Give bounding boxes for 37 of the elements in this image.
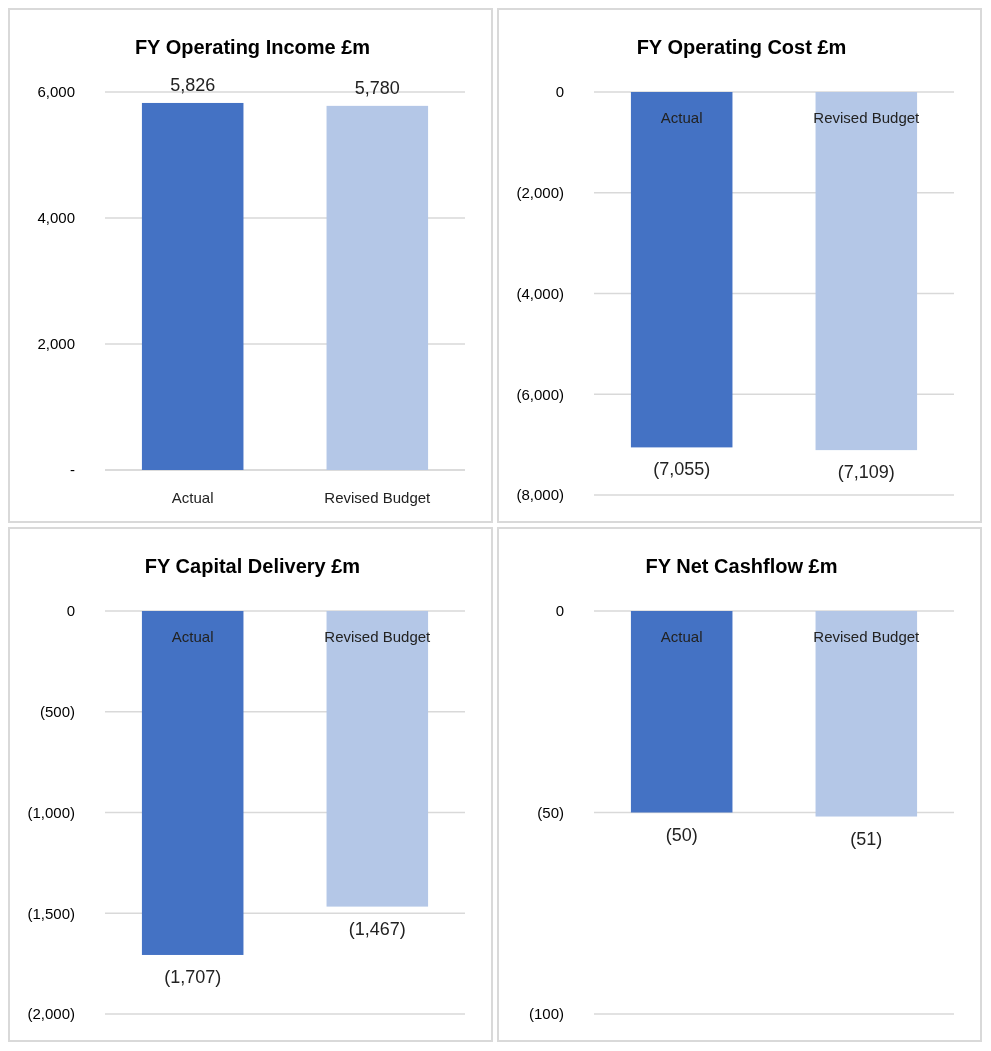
data-label: (7,055) — [653, 459, 711, 480]
y-tick-label: 2,000 — [37, 335, 75, 353]
x-tick-label: Revised Budget — [813, 628, 921, 645]
x-tick-label: Actual — [660, 628, 703, 645]
y-tick-label: (100) — [528, 1005, 564, 1023]
y-tick-label: (8,000) — [516, 486, 564, 504]
y-tick-label: (50) — [537, 803, 564, 821]
y-tick-label: (6,000) — [516, 385, 564, 403]
y-tick-label: (2,000) — [516, 184, 564, 201]
y-tick-label: (4,000) — [516, 284, 564, 302]
y-tick-label: (1,000) — [27, 803, 75, 821]
y-tick-label: 0 — [555, 602, 564, 620]
y-tick-label: (1,500) — [27, 904, 75, 922]
data-label: (51) — [850, 828, 883, 849]
x-tick-label: Actual — [660, 109, 703, 126]
data-label: (50) — [665, 824, 698, 845]
y-tick-label: - — [70, 461, 75, 479]
data-label: (1,467) — [348, 918, 406, 939]
data-label: (7,109) — [837, 462, 895, 483]
x-tick-label: Actual — [171, 628, 214, 645]
x-tick-label: Revised Budget — [813, 109, 921, 126]
y-tick-label: (2,000) — [27, 1005, 75, 1023]
y-tick-label: 0 — [555, 83, 564, 101]
chart-title: FY Net Cashflow £m — [645, 555, 838, 577]
chart-title: FY Capital Delivery £m — [144, 555, 361, 577]
chart-title: FY Operating Income £m — [134, 36, 371, 58]
data-label: (1,707) — [164, 966, 222, 987]
y-tick-label: 6,000 — [37, 83, 75, 101]
data-label: 5,826 — [170, 74, 216, 95]
y-tick-label: (500) — [39, 703, 75, 720]
x-tick-label: Actual — [171, 489, 214, 506]
data-label: 5,780 — [354, 77, 400, 98]
x-tick-label: Revised Budget — [324, 489, 432, 506]
x-tick-label: Revised Budget — [324, 628, 432, 645]
y-tick-label: 0 — [66, 602, 75, 620]
chart-title: FY Operating Cost £m — [636, 36, 847, 58]
y-tick-label: 4,000 — [37, 209, 75, 227]
